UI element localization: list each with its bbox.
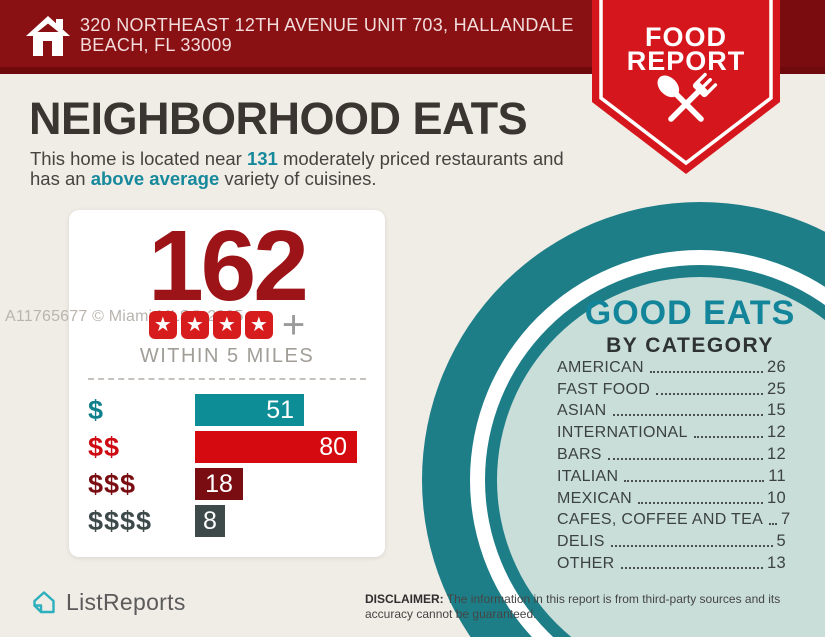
food-report-ribbon: FOOD REPORT (592, 0, 780, 178)
address-line-1: 320 NORTHEAST 12TH AVENUE UNIT 703, HALL… (80, 15, 574, 35)
price-bar-row: $$$$ 8 (88, 505, 373, 537)
dotted-leader (649, 370, 764, 373)
price-bar-row: $51 (88, 394, 373, 426)
price-bar-value: 51 (266, 395, 294, 424)
dotted-leader (638, 501, 764, 504)
category-row: BARS 12 (557, 442, 786, 464)
category-label: CAFES, COFFEE AND TEA (557, 511, 764, 529)
price-bar-value: 80 (319, 432, 347, 461)
star-icon: ★ (212, 311, 241, 339)
category-label: OTHER (557, 554, 615, 572)
category-count: 12 (767, 423, 786, 442)
category-row: AMERICAN 26 (557, 355, 786, 377)
price-level-label: $$$ (88, 468, 137, 499)
category-count: 12 (767, 444, 786, 463)
restaurant-count: 131 (246, 148, 278, 169)
category-count: 10 (767, 488, 786, 507)
category-row: INTERNATIONAL 12 (557, 420, 786, 442)
price-bar: 8 (195, 505, 225, 537)
category-label: AMERICAN (557, 358, 644, 376)
price-level-label: $$ (88, 431, 121, 462)
category-label: DELIS (557, 533, 605, 551)
disclaimer: DISCLAIMER: The information in this repo… (365, 592, 797, 622)
listreports-logo: ListReports (30, 588, 186, 616)
total-restaurants-count: 162 (148, 210, 309, 322)
category-label: INTERNATIONAL (557, 424, 688, 442)
listreports-house-icon (33, 591, 55, 614)
dotted-leader (610, 545, 773, 548)
subtitle: This home is located near 131 moderately… (30, 149, 595, 188)
star-icon: ★ (244, 311, 273, 339)
subtitle-text-3: variety of cuisines. (219, 167, 377, 189)
variety-highlight: above average (90, 167, 220, 189)
subtitle-text-2: moderately priced restaurants and has an (30, 148, 564, 189)
dotted-leader (607, 457, 764, 460)
header-bar-right-segment (779, 0, 825, 74)
plus-sign: + (281, 303, 306, 347)
dotted-leader (620, 566, 764, 569)
subtitle-text-1: This home is located near (30, 148, 247, 169)
restaurant-summary-card: 162 ★ ★ ★ ★ + WITHIN 5 MILES $51 $$ 80 $$$ 18 $$$… (69, 210, 385, 557)
price-bar: 18 (195, 468, 243, 500)
category-count: 25 (767, 379, 786, 398)
category-row: CAFES, COFFEE AND TEA 7 (557, 508, 790, 530)
category-count: 11 (768, 466, 786, 485)
category-row: OTHER 13 (557, 551, 786, 573)
category-count: 15 (767, 401, 786, 420)
ribbon-title-line1: FOOD (645, 22, 727, 52)
disclaimer-text: The information in this report is from t… (365, 592, 781, 621)
category-count: 13 (767, 553, 786, 572)
disclaimer-label: DISCLAIMER: (365, 592, 444, 606)
category-label: FAST FOOD (557, 380, 651, 398)
property-address: 320 NORTHEAST 12TH AVENUE UNIT 703, HALL… (80, 15, 585, 55)
price-bar-row: $$ 80 (88, 431, 373, 463)
category-row: MEXICAN 10 (557, 486, 786, 508)
category-count: 26 (767, 357, 786, 376)
page-title: NEIGHBORHOOD EATS (29, 93, 528, 144)
dotted-leader (612, 414, 764, 417)
category-label: ASIAN (557, 402, 607, 420)
crossed-spoon-fork-icon (657, 72, 718, 122)
price-level-label: $ (88, 394, 105, 425)
good-eats-heading: GOOD EATS BY CATEGORY (540, 296, 825, 358)
price-bar: 51 (195, 394, 304, 426)
category-row: FAST FOOD 25 (557, 377, 786, 399)
address-line-2: BEACH, FL 33009 (80, 34, 232, 55)
price-bar-chart: $51 $$ 80 $$$ 18 $$$$ 8 (88, 394, 373, 542)
category-count: 7 (781, 510, 791, 529)
stars-row: ★ ★ ★ ★ + (69, 303, 385, 347)
radius-label: WITHIN 5 MILES (139, 345, 315, 367)
home-icon (26, 14, 70, 63)
price-bar-value: 8 (203, 506, 217, 535)
price-bar-row: $$$ 18 (88, 468, 373, 500)
dotted-leader (769, 523, 778, 526)
dotted-leader (693, 436, 764, 439)
price-level-label: $$$$ (88, 505, 153, 536)
price-bar-value: 18 (205, 469, 233, 498)
dotted-leader (656, 392, 764, 395)
category-row: DELIS 5 (557, 529, 786, 551)
good-eats-category-list: AMERICAN 26 FAST FOOD 25 ASIAN 15 INTERNATIONA… (557, 355, 790, 573)
category-row: ASIAN 15 (557, 399, 786, 421)
dashed-divider (88, 378, 366, 380)
category-row: ITALIAN 11 (557, 464, 786, 486)
category-label: MEXICAN (557, 489, 632, 507)
star-icon: ★ (148, 311, 177, 339)
ribbon-title-line2: REPORT (626, 46, 746, 76)
brand-name: ListReports (66, 588, 186, 615)
good-eats-subtitle: BY CATEGORY (606, 334, 774, 357)
good-eats-title: GOOD EATS (584, 294, 796, 332)
star-icon: ★ (180, 311, 209, 339)
category-label: ITALIAN (557, 467, 619, 485)
header-bar-bottom-strip (0, 67, 825, 74)
category-label: BARS (557, 445, 602, 463)
dotted-leader (624, 479, 765, 482)
price-bar: 80 (195, 431, 357, 463)
category-count: 5 (776, 532, 786, 551)
